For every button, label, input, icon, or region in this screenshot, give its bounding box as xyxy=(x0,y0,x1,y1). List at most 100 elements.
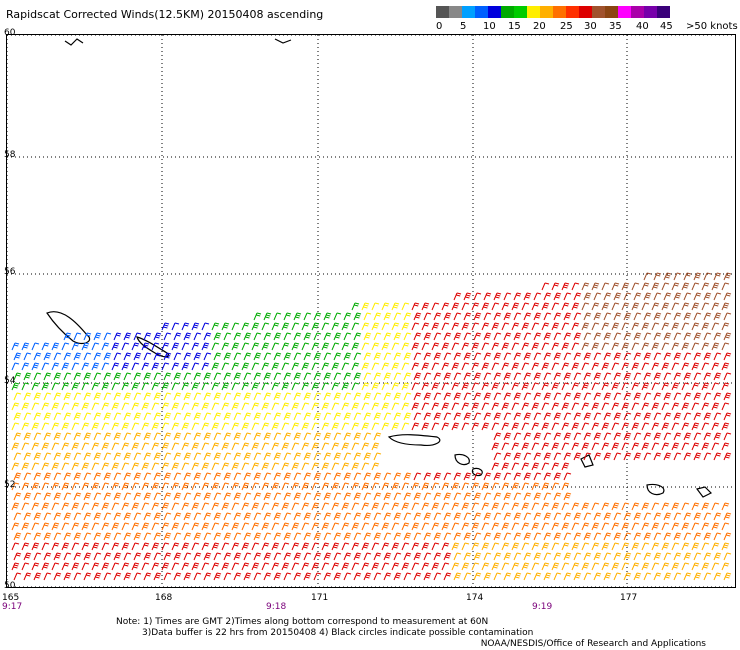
barb-feather xyxy=(54,424,59,427)
legend-label-15: 15 xyxy=(508,21,521,32)
barb-feather xyxy=(646,332,652,335)
barb-staff xyxy=(553,332,558,341)
barb-feather xyxy=(404,402,410,405)
barb-feather xyxy=(515,336,520,339)
barb-feather xyxy=(504,464,509,467)
barb-staff xyxy=(481,342,486,351)
wind-barb xyxy=(531,302,540,311)
barb-staff xyxy=(673,452,678,461)
wind-barb xyxy=(213,472,222,481)
barb-feather xyxy=(296,454,301,457)
barb-staff xyxy=(601,322,606,331)
barb-feather xyxy=(406,372,412,375)
barb-feather xyxy=(366,312,372,315)
wind-barb xyxy=(453,472,462,481)
barb-feather xyxy=(613,446,618,449)
barb-staff xyxy=(41,342,46,351)
barb-feather xyxy=(114,402,120,405)
wind-barb xyxy=(643,272,652,281)
wind-barb xyxy=(311,322,320,331)
barb-staff xyxy=(693,312,698,321)
barb-staff xyxy=(633,292,638,301)
wind-barb xyxy=(563,372,572,381)
wind-barb xyxy=(133,332,142,341)
wind-barb xyxy=(623,372,632,381)
barb-staff xyxy=(71,422,76,431)
barb-feather xyxy=(514,462,520,465)
barb-feather xyxy=(614,444,619,447)
barb-feather xyxy=(216,372,222,375)
barb-staff xyxy=(243,412,248,421)
barb-feather xyxy=(423,366,428,369)
wind-barb xyxy=(401,322,410,331)
barb-feather xyxy=(664,444,669,447)
barb-feather xyxy=(713,346,718,349)
wind-barb xyxy=(113,352,122,361)
barb-feather xyxy=(644,422,650,425)
wind-barb xyxy=(301,382,310,391)
barb-feather xyxy=(256,474,261,477)
barb-staff xyxy=(483,372,488,381)
barb-feather xyxy=(574,324,579,327)
wind-barb xyxy=(201,422,210,431)
barb-feather xyxy=(666,272,672,275)
barb-feather xyxy=(726,292,732,295)
barb-feather xyxy=(536,332,542,335)
barb-staff xyxy=(591,302,596,311)
barb-staff xyxy=(263,352,268,361)
barb-staff xyxy=(703,352,708,361)
wind-barb xyxy=(523,332,532,341)
barb-feather xyxy=(164,344,169,347)
barb-staff xyxy=(631,282,636,291)
barb-staff xyxy=(181,442,186,451)
barb-feather xyxy=(636,292,642,295)
barb-staff xyxy=(513,392,518,401)
barb-staff xyxy=(11,462,16,471)
wind-barb xyxy=(551,462,560,471)
barb-feather xyxy=(446,314,451,317)
barb-feather xyxy=(384,382,390,385)
barb-staff xyxy=(611,342,616,351)
barb-staff xyxy=(511,322,516,331)
barb-staff xyxy=(573,352,578,361)
barb-feather xyxy=(466,474,471,477)
barb-feather xyxy=(424,302,430,305)
barb-staff xyxy=(611,442,616,451)
legend-swatch xyxy=(566,6,579,18)
barb-staff xyxy=(203,412,208,421)
barb-feather xyxy=(654,424,659,427)
barb-feather xyxy=(246,372,252,375)
wind-barb xyxy=(21,422,30,431)
barb-feather xyxy=(466,314,471,317)
barb-feather xyxy=(194,402,200,405)
barb-staff xyxy=(93,432,98,441)
barb-staff xyxy=(423,372,428,381)
barb-feather xyxy=(276,414,281,417)
barb-staff xyxy=(131,442,136,451)
barb-staff xyxy=(173,352,178,361)
barb-staff xyxy=(683,292,688,301)
barb-staff xyxy=(101,482,106,491)
barb-feather xyxy=(514,342,520,345)
barb-feather xyxy=(724,322,730,325)
barb-feather xyxy=(246,474,251,477)
barb-staff xyxy=(531,342,536,351)
barb-staff xyxy=(701,362,706,371)
barb-feather xyxy=(424,384,429,387)
legend-swatch xyxy=(592,6,605,18)
wind-barb xyxy=(521,362,530,371)
wind-barb xyxy=(81,382,90,391)
barb-feather xyxy=(536,412,542,415)
barb-feather xyxy=(503,406,508,409)
wind-barb xyxy=(693,432,702,441)
barb-feather xyxy=(114,344,119,347)
barb-feather xyxy=(594,402,600,405)
barb-feather xyxy=(564,322,570,325)
barb-feather xyxy=(275,456,280,459)
barb-staff xyxy=(311,482,316,491)
barb-feather xyxy=(404,322,410,325)
barb-feather xyxy=(345,476,350,479)
barb-staff xyxy=(591,442,596,451)
wind-barb xyxy=(483,412,492,421)
barb-staff xyxy=(663,432,668,441)
